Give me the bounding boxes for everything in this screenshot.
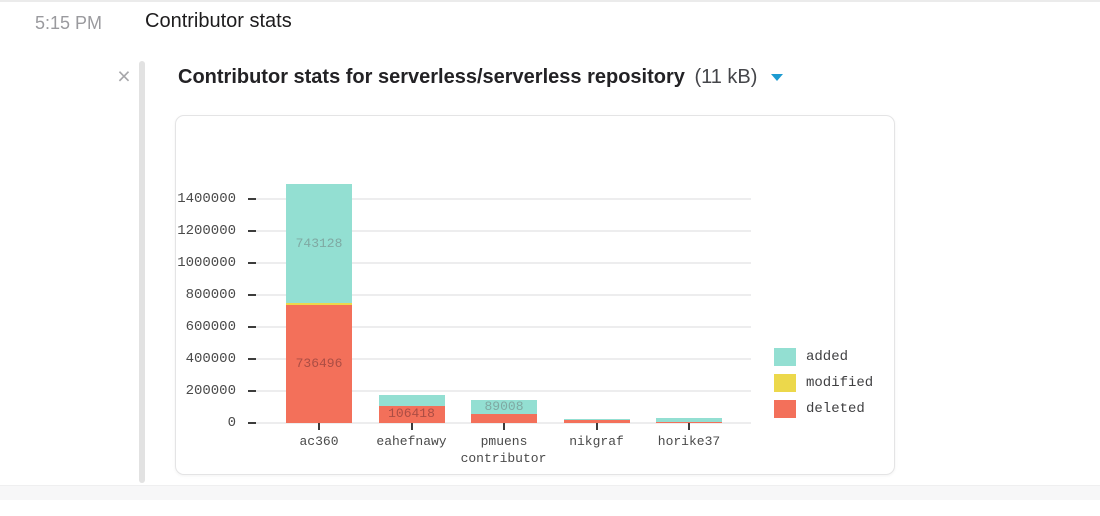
x-axis-tick-label: horike37 [657, 434, 721, 449]
legend-label-modified: modified [806, 375, 874, 391]
x-axis-tick-mark [595, 423, 598, 430]
y-axis-tick-mark [248, 390, 256, 392]
bar-segment-deleted-horike37 [656, 421, 722, 423]
x-axis-tick-mark [688, 423, 690, 430]
bar-segment-added-horike37 [656, 418, 722, 422]
y-axis-tick-label: 400000 [185, 351, 236, 367]
y-axis-tick-mark [248, 262, 256, 264]
attachment-title-text[interactable]: Contributor stats for serverless/serverl… [178, 66, 685, 88]
chevron-down-icon[interactable] [770, 74, 783, 81]
bar-segment-added-pmuens [471, 399, 537, 415]
legend-label-added: added [806, 349, 849, 365]
legend-swatch-deleted [774, 400, 796, 418]
legend-swatch-modified [774, 374, 796, 392]
legend-swatch-added [774, 348, 796, 366]
y-gridline [256, 262, 751, 264]
x-axis-tick-label: eahefnawy [376, 434, 447, 449]
bar-segment-added-eahefnawy [378, 395, 445, 406]
y-axis-tick-mark [248, 230, 256, 232]
x-axis-tick-label: nikgraf [569, 434, 624, 449]
bar-segment-added-nikgraf [563, 418, 630, 421]
attachment-border-bar [139, 61, 145, 483]
bar-value-label-added-pmuens: 89008 [484, 399, 524, 415]
bar-value-label-added-ac360: 743128 [295, 235, 343, 251]
x-axis-title: contributor [460, 451, 547, 466]
message-divider [0, 0, 1100, 2]
y-gridline [256, 294, 751, 296]
message-separator [0, 485, 1100, 500]
message-timestamp[interactable]: 5:15 PM [35, 13, 103, 33]
y-gridline [256, 230, 751, 232]
x-axis-tick-mark [503, 423, 505, 430]
y-axis-tick-label: 800000 [185, 287, 236, 303]
y-axis-tick-label: 1400000 [177, 191, 236, 207]
attachment-file-size: (11 kB) [694, 66, 758, 88]
y-axis-tick-label: 1000000 [177, 255, 236, 271]
y-gridline [256, 390, 751, 392]
bar-segment-deleted-eahefnawy [378, 405, 445, 423]
y-gridline [256, 198, 751, 200]
y-axis-tick-label: 0 [227, 415, 236, 431]
bar-segment-deleted-nikgraf [563, 420, 630, 423]
attachment-title[interactable]: Contributor stats for serverless/serverl… [178, 66, 783, 89]
y-axis-tick-label: 200000 [185, 383, 236, 399]
y-axis-tick-label: 1200000 [177, 223, 236, 239]
bar-segment-added-ac360 [286, 184, 352, 304]
y-axis-tick-label: 600000 [185, 319, 236, 335]
x-axis-tick-mark [318, 423, 320, 430]
y-axis-tick-mark [248, 198, 256, 200]
y-gridline [256, 358, 751, 360]
y-axis-tick-mark [248, 326, 256, 328]
y-axis-tick-mark [248, 358, 256, 360]
bar-value-label-deleted-eahefnawy: 106418 [388, 406, 435, 422]
bar-segment-deleted-pmuens [471, 414, 537, 423]
y-gridline [256, 326, 751, 328]
chart-attachment-image[interactable]: 0 200000 400000 600000 800000 1000000 1200000 1… [175, 115, 895, 475]
y-axis-tick-mark [248, 294, 256, 296]
message-text: Contributor stats [145, 10, 292, 32]
x-axis-tick-label: ac360 [299, 434, 339, 449]
legend-label-deleted: deleted [806, 401, 865, 417]
contributor-stats-chart: 0 200000 400000 600000 800000 1000000 1200000 1… [176, 116, 894, 474]
close-icon[interactable]: × [117, 63, 131, 89]
bar-segment-modified-ac360 [286, 303, 352, 306]
y-axis-tick-mark [248, 422, 256, 424]
bar-segment-deleted-ac360 [286, 305, 352, 423]
x-axis-tick-label: pmuens [480, 434, 528, 449]
x-axis-tick-mark [410, 423, 413, 430]
bar-value-label-deleted-ac360: 736496 [295, 356, 343, 372]
